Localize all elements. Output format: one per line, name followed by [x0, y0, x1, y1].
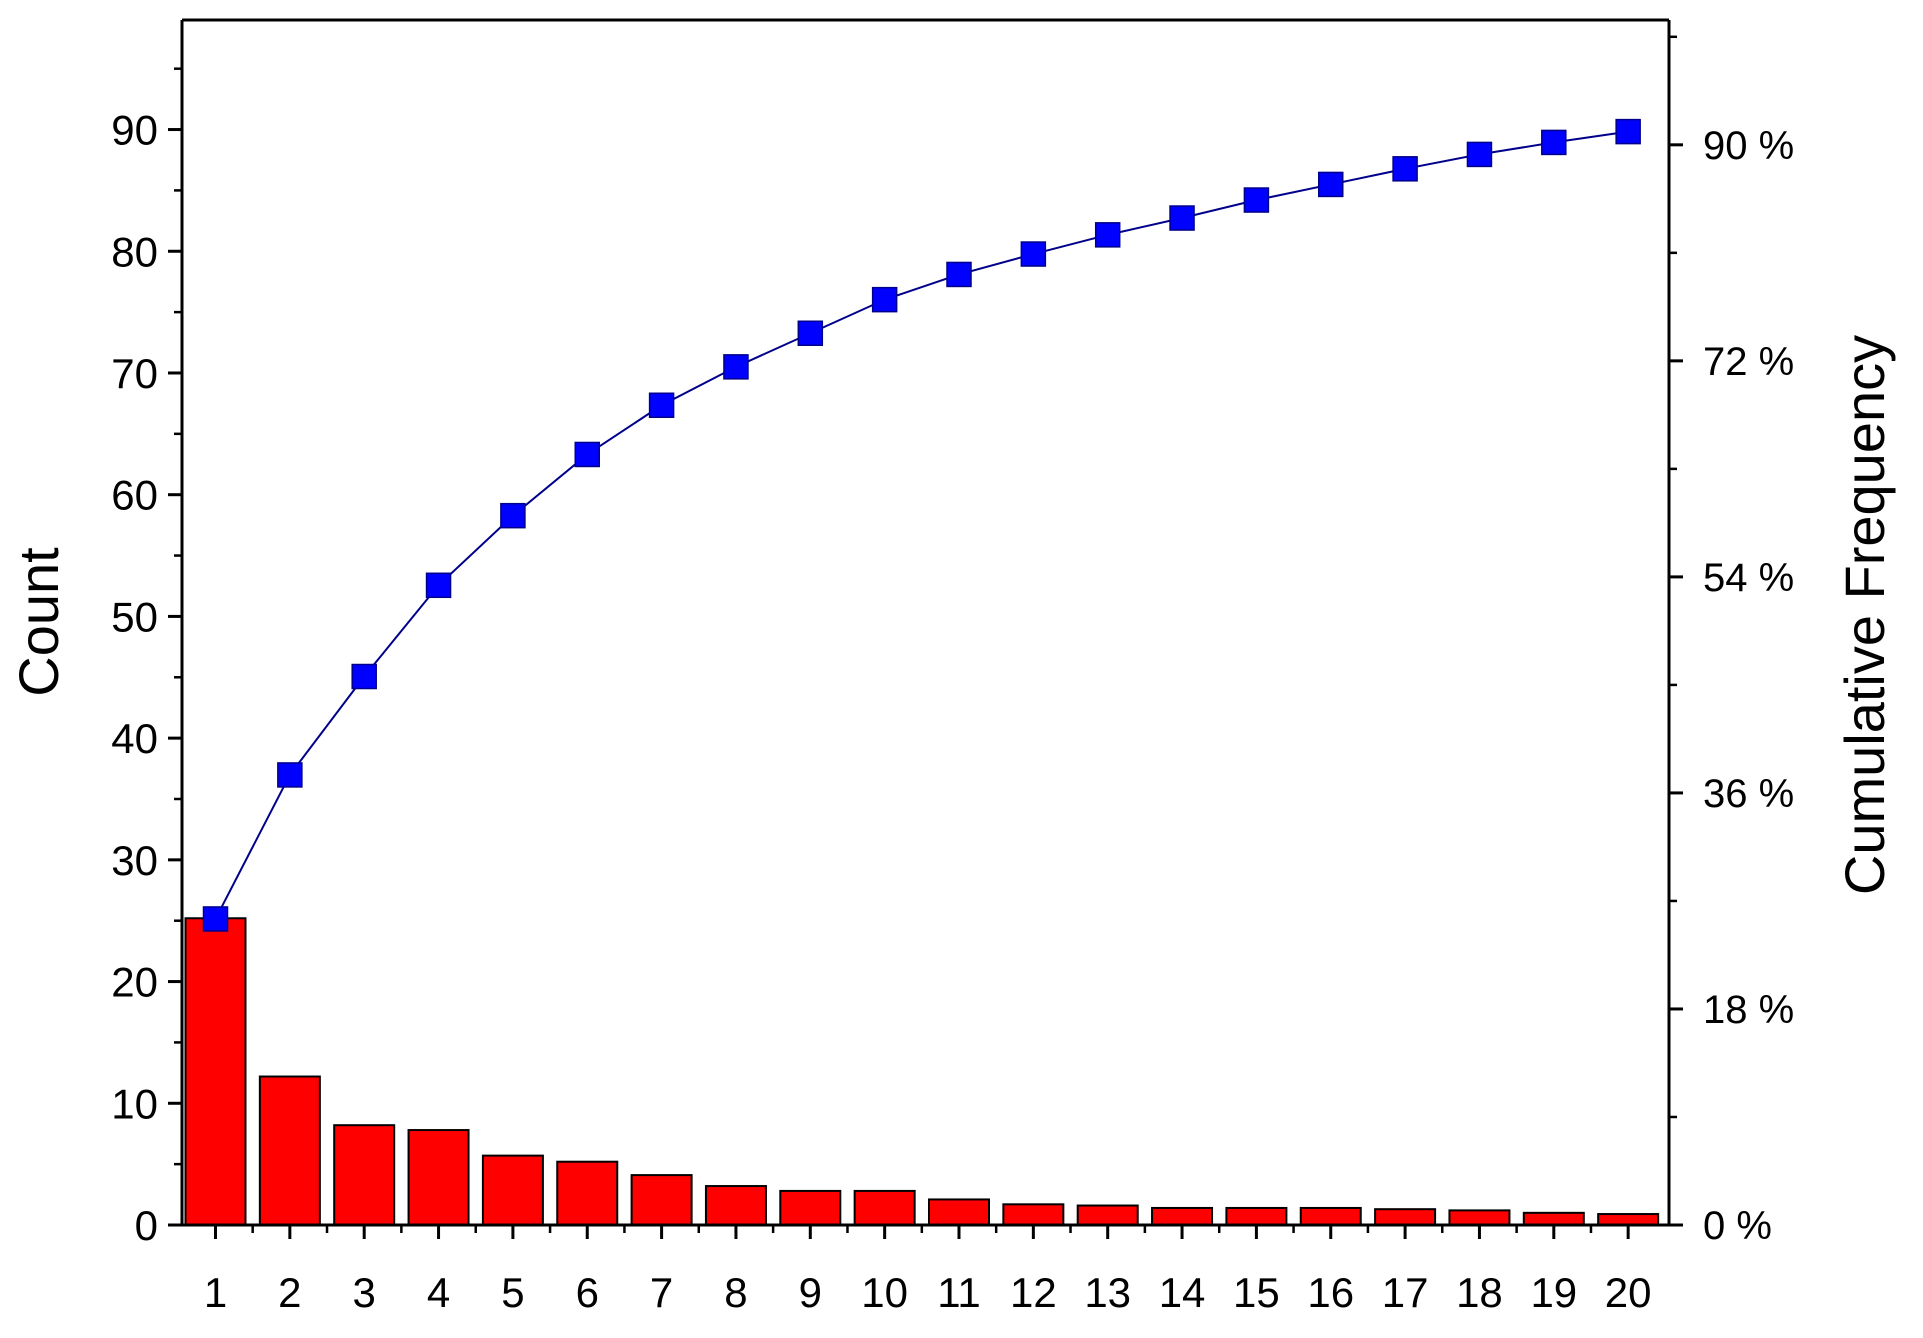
y-tick-label: 0 [135, 1202, 158, 1249]
y2-tick-label: 90 % [1703, 124, 1794, 168]
bar [630, 1174, 693, 1226]
bar [1076, 1204, 1139, 1227]
y2-tick-label: 36 % [1703, 772, 1794, 816]
y-axis-title: Count [7, 547, 70, 697]
bar [779, 1189, 842, 1227]
y-tick-label: 90 [111, 107, 158, 154]
bars-group [184, 917, 1660, 1227]
x-tick-label: 19 [1530, 1269, 1577, 1316]
x-tick-label: 11 [937, 1269, 981, 1316]
x-tick-label: 12 [1010, 1269, 1057, 1316]
cumulative-marker [1318, 171, 1344, 198]
x-tick-label: 6 [576, 1269, 599, 1316]
cumulative-marker [946, 261, 972, 288]
cumulative-marker [1169, 205, 1195, 231]
y2-axis-title: Cumulative Frequency [1833, 335, 1896, 895]
bar [184, 917, 247, 1227]
x-tick-label: 20 [1605, 1269, 1652, 1316]
bar [1151, 1206, 1214, 1226]
cumulative-marker [1243, 187, 1270, 213]
bar [407, 1129, 470, 1227]
cumulative-marker [202, 906, 229, 932]
y2-tick-label: 54 % [1703, 556, 1794, 600]
x-tick-label: 5 [501, 1269, 524, 1316]
cumulative-line [214, 130, 1629, 920]
cumulative-marker [351, 663, 377, 690]
x-tick-label: 2 [278, 1269, 301, 1316]
x-tick-label: 8 [724, 1269, 747, 1316]
bar [1002, 1203, 1065, 1227]
x-tick-label: 4 [427, 1269, 450, 1316]
cumulative-marker [500, 502, 526, 529]
bar [1597, 1213, 1660, 1227]
cumulative-marker [1392, 156, 1418, 182]
x-tick-label: 15 [1233, 1269, 1280, 1316]
bar [1522, 1211, 1585, 1226]
x-tick-label: 7 [650, 1269, 673, 1316]
cumulative-marker [1541, 129, 1567, 156]
y-tick-label: 30 [111, 837, 158, 884]
x-tick-label: 10 [861, 1269, 908, 1316]
bar [333, 1124, 396, 1226]
y-tick-label: 20 [111, 959, 158, 1006]
cumulative-line-group [202, 118, 1641, 932]
cumulative-marker [1094, 222, 1121, 248]
x-tick-label: 3 [353, 1269, 376, 1316]
y-tick-label: 40 [111, 715, 158, 762]
x-tick-label: 18 [1456, 1269, 1503, 1316]
labels-group: 0 10 20 30 40 50 60 70 80 90 0 % 18 % 36 % 54 % 72 % 90… [7, 107, 1896, 1316]
axes-group [168, 18, 1683, 1239]
x-tick-label: 17 [1382, 1269, 1429, 1316]
cumulative-marker [1466, 141, 1493, 168]
cumulative-marker [277, 762, 303, 788]
bar [853, 1189, 916, 1227]
y2-tick-label: 72 % [1703, 340, 1794, 384]
cumulative-marker [1020, 241, 1047, 267]
cumulative-marker [574, 441, 600, 468]
bar [258, 1075, 321, 1227]
y-tick-label: 80 [111, 228, 158, 275]
y2-tick-label: 18 % [1703, 988, 1794, 1032]
x-tick-label: 9 [799, 1269, 822, 1316]
x-tick-label: 14 [1159, 1269, 1206, 1316]
bar [481, 1154, 544, 1226]
cumulative-marker [723, 354, 749, 380]
y2-tick-label: 0 % [1703, 1204, 1772, 1248]
bar [1374, 1208, 1437, 1227]
bar [1225, 1206, 1288, 1226]
x-tick-label: 1 [204, 1269, 227, 1316]
x-tick-label: 13 [1084, 1269, 1131, 1316]
x-tick-label: 16 [1307, 1269, 1354, 1316]
bar [556, 1160, 619, 1226]
y-tick-label: 10 [111, 1080, 158, 1127]
bar [1448, 1209, 1511, 1227]
cumulative-marker [425, 572, 452, 599]
bar [704, 1185, 767, 1227]
cumulative-marker [871, 286, 898, 313]
y-tick-label: 50 [111, 593, 158, 640]
y-tick-label: 70 [111, 350, 158, 397]
bar [928, 1198, 990, 1226]
bar [1299, 1206, 1362, 1226]
y-tick-label: 60 [111, 472, 158, 519]
cumulative-marker [1615, 118, 1641, 145]
cumulative-marker [648, 392, 675, 419]
cumulative-marker [797, 320, 824, 346]
